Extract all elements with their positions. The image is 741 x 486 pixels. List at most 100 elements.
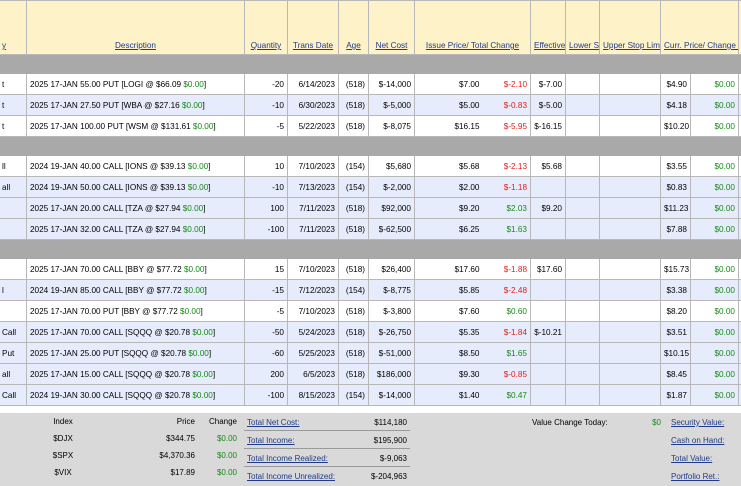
column-header[interactable]: Trans Date [287, 0, 339, 55]
table-row[interactable]: t 2025 17-JAN 27.50 PUT [WBA @ $27.16 $0.… [0, 94, 741, 116]
table-row[interactable]: l 2024 19-JAN 85.00 CALL [BBY @ $77.72 $0… [0, 279, 741, 301]
issue-price: $9.30 [414, 363, 483, 385]
column-header[interactable]: Net Cost [368, 0, 415, 55]
index-row: $VIX $17.89 $0.00 [0, 464, 240, 481]
effective-cost [530, 279, 566, 301]
trans-date: 5/24/2023 [287, 321, 339, 343]
current-price: $11.23 [660, 197, 691, 219]
index-change: $0.00 [216, 468, 237, 477]
effective-cost [530, 342, 566, 364]
net-cost: $5,680 [368, 155, 415, 177]
change-today: $0.00 [690, 155, 739, 177]
trans-date: 5/25/2023 [287, 342, 339, 364]
change-today: $0.00 [690, 342, 739, 364]
current-price: $10.20 [660, 115, 691, 137]
lower-stop-limit [565, 73, 600, 95]
issue-price: $6.25 [414, 218, 483, 240]
column-header[interactable]: Age [338, 0, 369, 55]
issue-price: $7.00 [414, 73, 483, 95]
net-cost: $-14,000 [368, 73, 415, 95]
table-row[interactable]: t 2025 17-JAN 55.00 PUT [LOGI @ $66.09 $0… [0, 73, 741, 95]
closing-bracket: ] [212, 369, 216, 379]
change-today: $0.00 [690, 258, 739, 280]
column-header[interactable]: y [0, 0, 27, 55]
total-change: $-1.88 [482, 258, 531, 280]
upper-stop-limit [599, 363, 661, 385]
change-today: $0.00 [690, 176, 739, 198]
upper-stop-limit [599, 197, 661, 219]
description-text: 2024 19-JAN 40.00 CALL [IONS @ $39.13 [30, 161, 186, 171]
table-row[interactable]: 2025 17-JAN 70.00 PUT [BBY @ $77.72 $0.0… [0, 300, 741, 322]
table-row[interactable]: 2025 17-JAN 70.00 CALL [BBY @ $77.72 $0.… [0, 258, 741, 280]
underlying-change: $0.00 [183, 264, 205, 274]
change-today: $0.00 [690, 73, 739, 95]
table-row[interactable]: t 2025 17-JAN 100.00 PUT [WSM @ $131.61 $… [0, 115, 741, 137]
total-change: $-2.48 [482, 279, 531, 301]
effective-cost [530, 363, 566, 385]
position-type: Call [0, 384, 27, 406]
closing-bracket: ] [203, 203, 206, 213]
position-description: 2025 17-JAN 25.00 PUT [SQQQ @ $20.78 $0.… [26, 342, 245, 364]
quantity: -5 [244, 115, 288, 137]
separator-cell [0, 54, 741, 74]
lower-stop-limit [565, 300, 600, 322]
change-today: $0.00 [690, 115, 739, 137]
current-price: $0.83 [660, 176, 691, 198]
table-row[interactable]: all 2024 19-JAN 50.00 CALL [IONS @ $39.13… [0, 176, 741, 198]
column-header[interactable]: Quantity [244, 0, 288, 55]
position-description: 2025 17-JAN 15.00 CALL [SQQQ @ $20.78 $0… [26, 363, 245, 385]
age: (518) [338, 94, 369, 116]
table-row[interactable]: ll 2024 19-JAN 40.00 CALL [IONS @ $39.13 … [0, 155, 741, 177]
table-row[interactable]: Call 2025 17-JAN 70.00 CALL [SQQQ @ $20.7… [0, 321, 741, 343]
current-price: $7.88 [660, 218, 691, 240]
change-today: $0.00 [690, 321, 739, 343]
upper-stop-limit [599, 384, 661, 406]
issue-price: $5.00 [414, 94, 483, 116]
underlying-change: $0.00 [188, 348, 209, 358]
description-text: 2025 17-JAN 70.00 CALL [BBY @ $77.72 [30, 264, 182, 274]
column-header[interactable]: Lower Stop Limit [565, 0, 600, 55]
underlying-change: $0.00 [182, 100, 203, 110]
issue-price: $16.15 [414, 115, 483, 137]
position-type: all [0, 176, 27, 198]
position-description: 2025 17-JAN 100.00 PUT [WSM @ $131.61 $0… [26, 115, 245, 137]
column-header[interactable]: Effective Cost (Shr [530, 0, 566, 55]
current-price: $4.18 [660, 94, 691, 116]
group-separator [0, 136, 741, 156]
total-net-cost-value: $114,180 [374, 418, 407, 427]
total-net-cost-label: Total Net Cost: [247, 418, 300, 427]
change-today: $0.00 [690, 279, 739, 301]
age: (518) [338, 300, 369, 322]
lower-stop-limit [565, 94, 600, 116]
column-header[interactable]: Issue Price/ Total Change [414, 0, 531, 55]
trans-date: 6/14/2023 [287, 73, 339, 95]
total-income-unrealized-value: $-204,963 [370, 472, 407, 481]
position-description: 2024 19-JAN 40.00 CALL [IONS @ $39.13 $0… [26, 155, 245, 177]
current-price: $8.45 [660, 363, 691, 385]
column-header[interactable]: Upper Stop Limit [599, 0, 661, 55]
quantity: -15 [244, 279, 288, 301]
current-price: $4.90 [660, 73, 691, 95]
table-row[interactable]: Put 2025 17-JAN 25.00 PUT [SQQQ @ $20.78 … [0, 342, 741, 364]
index-price: $17.89 [170, 468, 195, 477]
age: (518) [338, 321, 369, 343]
column-header[interactable]: Curr. Price/ Change Today [660, 0, 739, 55]
column-header[interactable]: Description [26, 0, 245, 55]
effective-cost: $-10.21 [530, 321, 566, 343]
table-row[interactable]: 2025 17-JAN 32.00 CALL [TZA @ $27.94 $0.… [0, 218, 741, 240]
change-today: $0.00 [690, 197, 739, 219]
table-row[interactable]: Call 2024 19-JAN 30.00 CALL [SQQQ @ $20.7… [0, 384, 741, 406]
lower-stop-limit [565, 218, 600, 240]
quantity: -10 [244, 94, 288, 116]
issue-price: $7.60 [414, 300, 483, 322]
effective-cost: $-7.00 [530, 73, 566, 95]
effective-cost: $5.68 [530, 155, 566, 177]
table-row[interactable]: all 2025 17-JAN 15.00 CALL [SQQQ @ $20.78… [0, 363, 741, 385]
trans-date: 5/22/2023 [287, 115, 339, 137]
total-change: $-2.13 [482, 155, 531, 177]
underlying-change: $0.00 [187, 161, 209, 171]
lower-stop-limit [565, 115, 600, 137]
table-row[interactable]: 2025 17-JAN 20.00 CALL [TZA @ $27.94 $0.… [0, 197, 741, 219]
index-header-name: Index [53, 417, 73, 426]
index-change: $0.00 [216, 434, 237, 443]
